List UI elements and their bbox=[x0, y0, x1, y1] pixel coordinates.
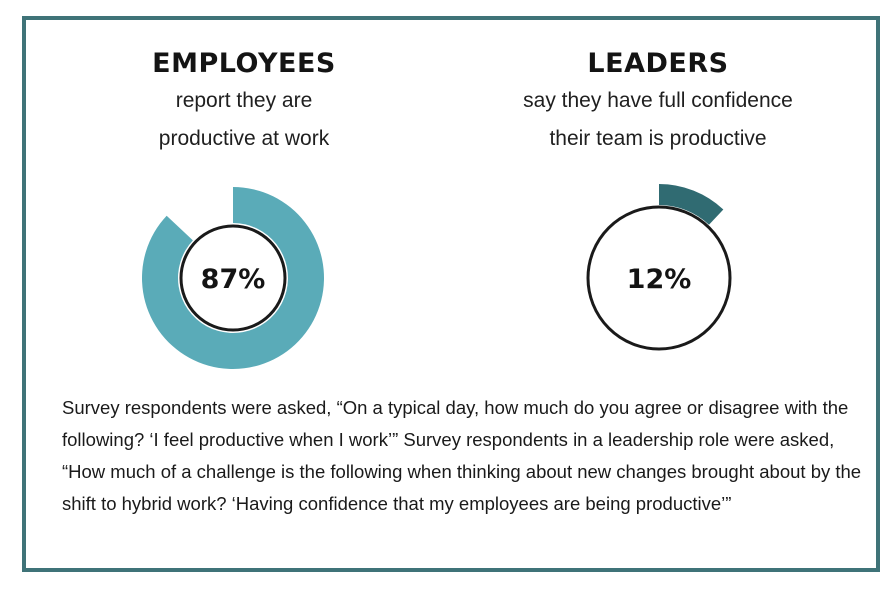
employees-value-segment bbox=[142, 187, 324, 369]
employees-panel: EMPLOYEES report they are productive at … bbox=[74, 46, 414, 158]
employees-title: EMPLOYEES bbox=[152, 48, 336, 79]
employees-percent-label: 87% bbox=[201, 264, 266, 295]
leaders-value-segment bbox=[659, 184, 724, 225]
employees-donut-svg: 87% bbox=[142, 187, 324, 369]
employees-subtitle-line-1: report they are bbox=[175, 89, 313, 112]
survey-footnote: Survey respondents were asked, “On a typ… bbox=[62, 397, 862, 514]
leaders-title: LEADERS bbox=[587, 48, 729, 79]
employees-donut-chart: 87% bbox=[133, 178, 333, 378]
leaders-donut-chart: 12% bbox=[559, 178, 759, 378]
leaders-donut-svg: 12% bbox=[586, 184, 732, 351]
leaders-percent-label: 12% bbox=[627, 264, 692, 295]
infographic-frame: EMPLOYEES report they are productive at … bbox=[22, 16, 880, 572]
leaders-subtitle-line-2: their team is productive bbox=[549, 127, 767, 150]
leaders-panel: LEADERS say they have full confidence th… bbox=[488, 46, 828, 158]
employees-subtitle-line-2: productive at work bbox=[158, 127, 330, 150]
leaders-ring-outline bbox=[586, 205, 732, 351]
leaders-subtitle-line-1: say they have full confidence bbox=[523, 89, 793, 112]
employees-ring-outline bbox=[179, 224, 287, 332]
